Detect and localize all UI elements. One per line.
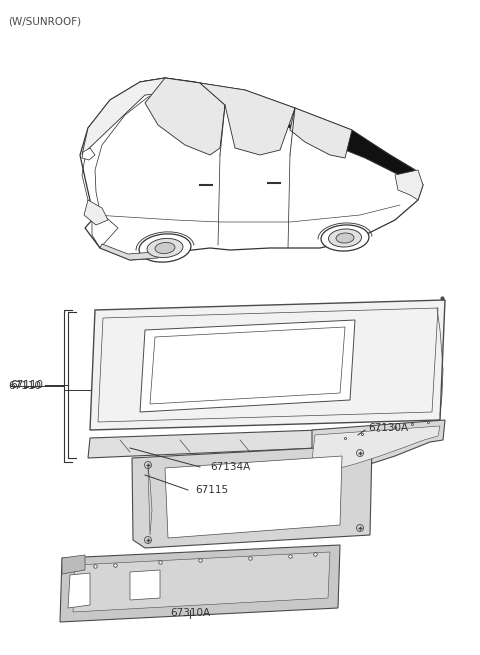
Polygon shape — [165, 456, 342, 538]
Ellipse shape — [139, 234, 191, 262]
Polygon shape — [312, 426, 440, 472]
Text: 67115: 67115 — [195, 485, 228, 495]
Text: 67134A: 67134A — [210, 462, 250, 472]
Polygon shape — [395, 170, 423, 200]
Polygon shape — [88, 430, 320, 458]
Ellipse shape — [336, 233, 354, 243]
Polygon shape — [82, 148, 95, 160]
Polygon shape — [80, 78, 423, 260]
Polygon shape — [84, 200, 108, 225]
Ellipse shape — [155, 242, 175, 253]
Polygon shape — [172, 86, 340, 142]
Polygon shape — [183, 89, 330, 140]
Polygon shape — [140, 320, 355, 412]
Polygon shape — [130, 570, 160, 600]
Polygon shape — [150, 327, 345, 404]
Polygon shape — [140, 78, 415, 178]
Polygon shape — [100, 244, 158, 260]
Polygon shape — [308, 420, 445, 478]
Polygon shape — [145, 78, 225, 155]
Ellipse shape — [328, 229, 361, 247]
Polygon shape — [60, 545, 340, 622]
Polygon shape — [90, 300, 445, 430]
Polygon shape — [132, 445, 372, 548]
Text: 67110: 67110 — [8, 381, 41, 391]
Text: (W/SUNROOF): (W/SUNROOF) — [8, 16, 81, 26]
Polygon shape — [98, 308, 438, 422]
Text: 67110: 67110 — [10, 380, 43, 390]
Polygon shape — [82, 78, 170, 155]
Polygon shape — [200, 83, 295, 155]
Polygon shape — [62, 555, 85, 574]
Ellipse shape — [321, 225, 369, 251]
Polygon shape — [73, 552, 330, 612]
Polygon shape — [290, 108, 352, 158]
Ellipse shape — [147, 238, 183, 257]
Text: 67310A: 67310A — [170, 608, 210, 618]
Polygon shape — [68, 573, 90, 608]
Text: 67130A: 67130A — [368, 423, 408, 433]
